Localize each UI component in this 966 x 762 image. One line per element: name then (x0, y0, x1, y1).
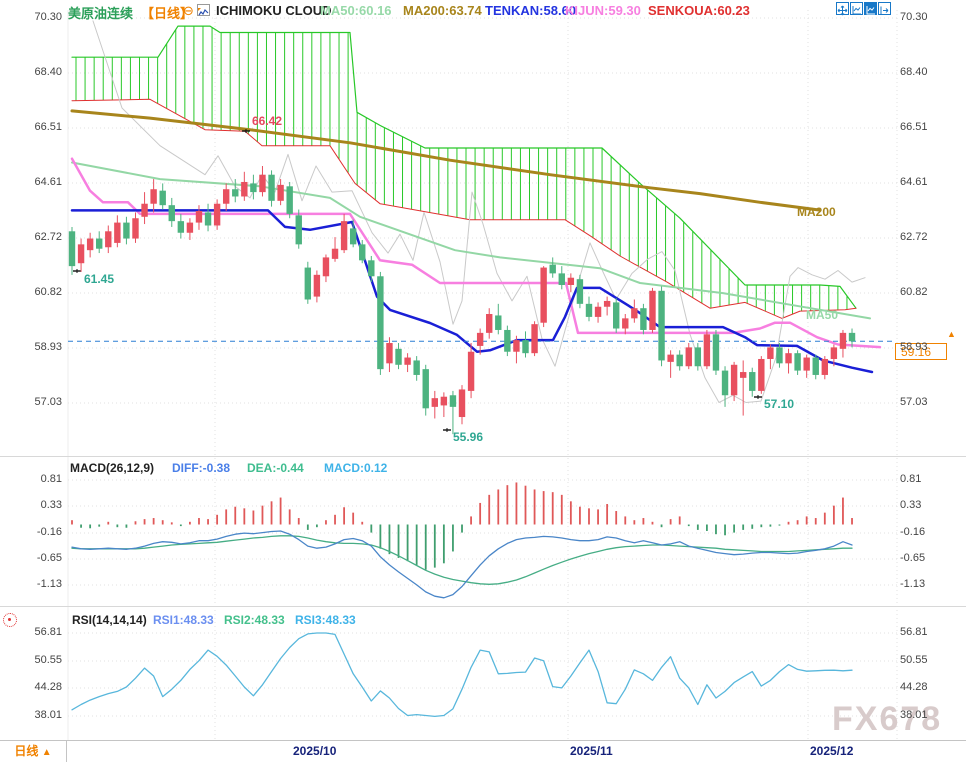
price-up-arrow-icon: ▲ (947, 329, 956, 339)
macd-axis-label-left: -1.13 (36, 578, 62, 590)
kijun-value: KIJUN:59.30 (565, 3, 641, 18)
y-axis-label-right: 70.30 (900, 11, 928, 23)
y-axis-label-left: 70.30 (34, 11, 62, 23)
annotation-MA50: MA50 (806, 308, 839, 322)
candlesticks (68, 166, 856, 435)
y-axis-label-right: 62.72 (900, 231, 928, 243)
rsi-axis-label-right: 44.28 (900, 681, 928, 693)
macd-dea-value: DEA:-0.44 (247, 461, 304, 475)
rsi-axis-label-left: 38.01 (34, 709, 62, 721)
rsi1-value: RSI1:48.33 (153, 613, 214, 627)
y-axis-label-right: 57.03 (900, 396, 928, 408)
y-axis-label-right: 58.93 (900, 341, 928, 353)
symbol-name: 美原油连续 (68, 6, 134, 21)
bottom-bar: 日线 ▲ (0, 740, 966, 762)
move-chart-icon[interactable] (836, 2, 849, 16)
y-axis-label-left: 60.82 (34, 286, 62, 298)
y-axis-label-left: 68.40 (34, 66, 62, 78)
macd-axis-label-right: -1.13 (900, 578, 926, 590)
rsi2-value: RSI2:48.33 (224, 613, 285, 627)
macd-axis-label-right: 0.81 (900, 473, 922, 485)
macd-axis-label-left: 0.33 (40, 499, 62, 511)
indicator-settings-icon[interactable] (3, 613, 17, 627)
tenkan-value: TENKAN:58.60 (485, 3, 577, 18)
zoom-in-icon[interactable] (864, 2, 877, 15)
rsi-axis-label-right: 56.81 (900, 626, 928, 638)
annotation-5596: 55.96 (453, 430, 484, 444)
rsi-axis-label-right: 38.01 (900, 709, 928, 721)
macd-title: MACD(26,12,9) (70, 461, 155, 475)
box-zoom-icon[interactable] (850, 2, 863, 15)
x-axis-label-nov: 2025/11 (570, 744, 613, 758)
macd-panel (71, 482, 853, 599)
y-axis-label-right: 68.40 (900, 66, 928, 78)
senkoua-value: SENKOUA:60.23 (648, 3, 750, 18)
rsi-axis-label-left: 50.55 (34, 654, 62, 666)
rsi-axis-label-left: 56.81 (34, 626, 62, 638)
macd-diff-value: DIFF:-0.38 (172, 461, 231, 475)
y-axis-label-left: 64.61 (34, 176, 62, 188)
macd-axis-label-left: -0.16 (36, 526, 62, 538)
annotation-6145: 61.45 (84, 272, 115, 286)
collapse-icon[interactable]: ⊖ (183, 3, 194, 18)
current-price-tag: 59.16 (895, 343, 947, 360)
rsi3-value: RSI3:48.33 (295, 613, 356, 627)
y-axis-label-left: 57.03 (34, 396, 62, 408)
tab-daily-arrow-icon: ▲ (41, 747, 52, 758)
indicator-title: ICHIMOKU CLOUD (216, 3, 332, 18)
y-axis-label-left: 62.72 (34, 231, 62, 243)
chart-type-icon[interactable] (197, 4, 210, 16)
macd-axis-label-right: -0.16 (900, 526, 926, 538)
y-axis-label-left: 58.93 (34, 341, 62, 353)
y-axis-label-left: 66.51 (34, 121, 62, 133)
watermark: FX678 (832, 700, 943, 738)
annotation-6642: 66.42 (252, 114, 283, 128)
ma50-value: MA50:60.16 (320, 3, 392, 18)
rsi-axis-label-left: 44.28 (34, 681, 62, 693)
plot-layers (0, 10, 966, 740)
rsi-title: RSI(14,14,14) (72, 613, 147, 627)
rsi-panel (71, 632, 853, 718)
ma200-value: MA200:63.74 (403, 3, 482, 18)
macd-value: MACD:0.12 (324, 461, 388, 475)
y-axis-label-right: 60.82 (900, 286, 928, 298)
annotation-5710: 57.10 (764, 397, 795, 411)
annotation-MA200: MA200 (797, 205, 836, 219)
macd-axis-label-left: -0.65 (36, 552, 62, 564)
period-selector[interactable]: 【日线】 (141, 6, 194, 21)
tab-daily-label: 日线 (14, 744, 39, 758)
x-axis-label-oct: 2025/10 (293, 744, 337, 758)
go-to-latest-icon[interactable] (878, 2, 891, 15)
rsi-axis-label-right: 50.55 (900, 654, 928, 666)
macd-axis-label-left: 0.81 (40, 473, 62, 485)
tab-daily[interactable]: 日线 ▲ (0, 741, 67, 762)
macd-axis-label-right: 0.33 (900, 499, 922, 511)
x-axis-label-dec: 2025/12 (810, 744, 854, 758)
macd-axis-label-right: -0.65 (900, 552, 926, 564)
y-axis-label-right: 66.51 (900, 121, 928, 133)
y-axis-label-right: 64.61 (900, 176, 928, 188)
